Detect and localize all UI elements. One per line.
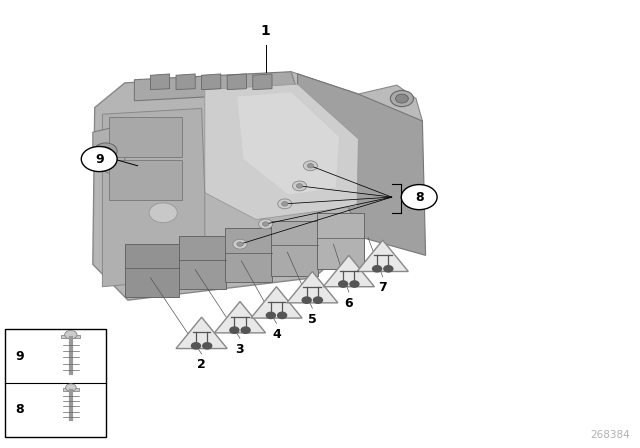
Circle shape (292, 181, 307, 191)
Text: 9: 9 (15, 349, 24, 363)
Polygon shape (102, 108, 205, 287)
Circle shape (282, 202, 288, 206)
Circle shape (149, 203, 177, 223)
Polygon shape (251, 287, 302, 318)
FancyBboxPatch shape (179, 236, 226, 289)
Polygon shape (134, 72, 298, 101)
Polygon shape (176, 317, 227, 349)
Text: 6: 6 (344, 297, 353, 310)
Polygon shape (93, 128, 125, 175)
Circle shape (266, 312, 275, 319)
Polygon shape (287, 271, 338, 303)
Circle shape (339, 281, 348, 287)
Polygon shape (214, 302, 266, 333)
Circle shape (262, 222, 269, 226)
Circle shape (65, 330, 77, 339)
Text: 7: 7 (378, 281, 387, 294)
FancyBboxPatch shape (225, 228, 272, 282)
FancyBboxPatch shape (109, 160, 182, 200)
Circle shape (230, 327, 239, 333)
FancyBboxPatch shape (125, 244, 179, 297)
Circle shape (396, 94, 408, 103)
Polygon shape (150, 74, 170, 90)
Circle shape (302, 297, 311, 303)
Text: 268384: 268384 (591, 431, 630, 440)
FancyBboxPatch shape (63, 388, 79, 391)
Circle shape (278, 312, 287, 319)
Text: 9: 9 (95, 152, 104, 166)
Circle shape (259, 219, 273, 229)
Circle shape (191, 343, 200, 349)
Text: 3: 3 (236, 343, 244, 356)
Circle shape (65, 384, 76, 391)
Polygon shape (227, 74, 246, 90)
Circle shape (384, 266, 393, 272)
Polygon shape (323, 255, 374, 287)
Circle shape (237, 242, 243, 246)
Circle shape (278, 199, 292, 209)
Polygon shape (93, 74, 362, 300)
Circle shape (401, 185, 437, 210)
Text: 8: 8 (15, 403, 24, 417)
Circle shape (296, 184, 303, 188)
Text: 8: 8 (415, 190, 424, 204)
Circle shape (203, 343, 212, 349)
Polygon shape (298, 74, 426, 255)
Polygon shape (202, 74, 221, 90)
Circle shape (100, 147, 111, 155)
Text: 1: 1 (260, 24, 271, 38)
Circle shape (94, 143, 117, 159)
Circle shape (390, 90, 413, 107)
Polygon shape (176, 74, 195, 90)
FancyBboxPatch shape (317, 213, 364, 269)
Text: 5: 5 (308, 313, 317, 326)
FancyBboxPatch shape (109, 117, 182, 157)
Circle shape (372, 266, 381, 272)
Circle shape (241, 327, 250, 333)
FancyBboxPatch shape (61, 335, 81, 338)
Polygon shape (357, 240, 408, 271)
Text: 4: 4 (272, 328, 281, 341)
Circle shape (314, 297, 323, 303)
Circle shape (307, 164, 314, 168)
Polygon shape (291, 72, 422, 132)
Circle shape (303, 161, 317, 171)
FancyBboxPatch shape (5, 329, 106, 437)
Polygon shape (253, 74, 272, 90)
Polygon shape (205, 84, 358, 220)
Circle shape (233, 239, 247, 249)
FancyBboxPatch shape (271, 221, 318, 276)
Circle shape (350, 281, 359, 287)
Circle shape (81, 146, 117, 172)
Text: 2: 2 (197, 358, 206, 371)
Polygon shape (237, 92, 339, 195)
